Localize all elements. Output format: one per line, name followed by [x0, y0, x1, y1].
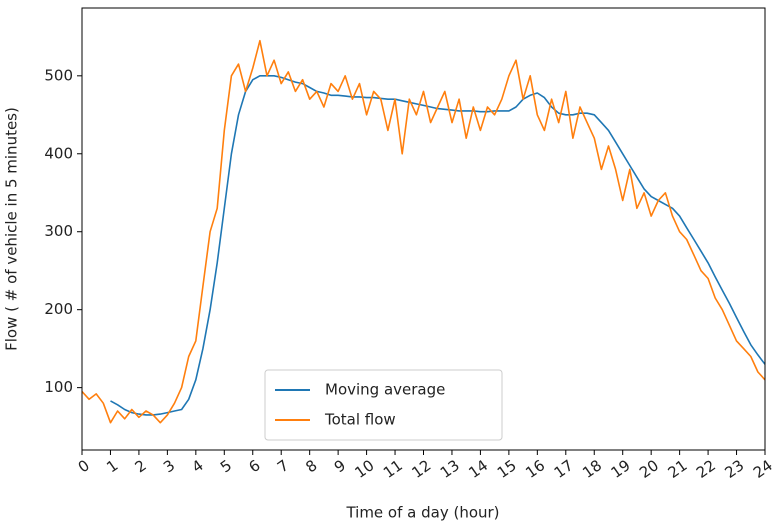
x-tick-label: 9	[331, 456, 349, 476]
x-tick-label: 22	[693, 456, 719, 482]
x-tick-label: 10	[351, 456, 377, 482]
x-tick-label: 24	[750, 456, 773, 482]
y-axis-label: Flow ( # of vehicle in 5 minutes)	[3, 107, 21, 351]
y-tick-label: 500	[44, 66, 73, 84]
x-tick-label: 1	[103, 456, 121, 476]
x-tick-label: 18	[579, 456, 605, 482]
x-tick-label: 12	[408, 456, 434, 482]
x-tick-label: 11	[380, 456, 406, 482]
x-tick-label: 6	[245, 456, 263, 476]
legend-box	[264, 369, 503, 441]
x-tick-label: 17	[551, 456, 577, 482]
series-line	[81, 39, 766, 424]
x-tick-label: 16	[522, 456, 548, 482]
y-tick-label: 400	[44, 144, 73, 162]
x-tick-label: 20	[636, 456, 662, 482]
plot-frame	[81, 7, 766, 451]
x-tick-label: 21	[665, 456, 691, 482]
x-tick-label: 0	[75, 456, 93, 476]
x-tick-label: 7	[274, 456, 292, 476]
y-tick-label: 200	[44, 300, 73, 318]
x-tick-label: 13	[437, 456, 463, 482]
x-tick-label: 23	[721, 456, 747, 482]
x-tick-label: 14	[465, 456, 491, 482]
legend-label: Total flow	[324, 411, 396, 429]
x-tick-label: 8	[302, 456, 320, 476]
x-tick-label: 15	[494, 456, 520, 482]
x-axis-label: Time of a day (hour)	[345, 504, 499, 522]
y-tick-label: 100	[44, 378, 73, 396]
x-tick-label: 4	[189, 456, 207, 476]
y-tick-label: 300	[44, 222, 73, 240]
x-tick-label: 3	[160, 456, 178, 476]
x-tick-label: 19	[608, 456, 634, 482]
x-tick-label: 2	[132, 456, 150, 476]
x-tick-label: 5	[217, 456, 235, 476]
legend-label: Moving average	[325, 381, 445, 399]
